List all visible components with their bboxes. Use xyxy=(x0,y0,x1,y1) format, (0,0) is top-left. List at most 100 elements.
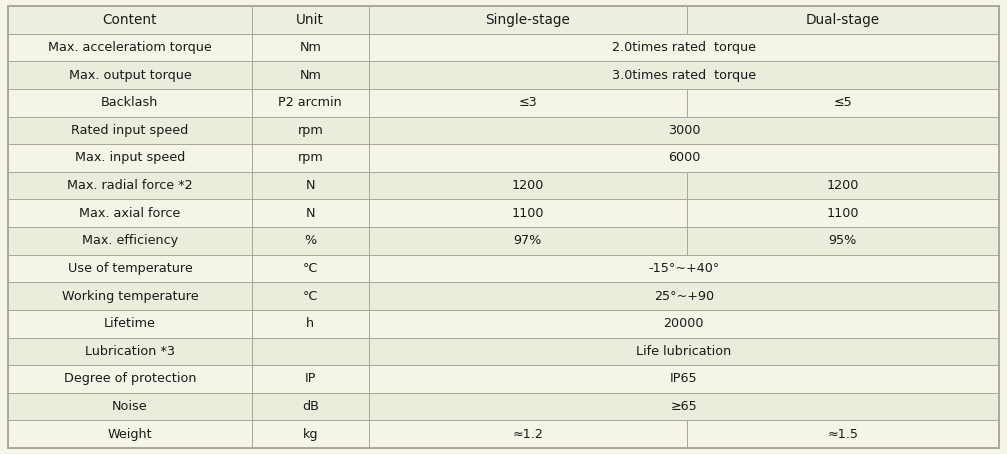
Bar xyxy=(252,89,369,117)
Text: Life lubrication: Life lubrication xyxy=(636,345,731,358)
Bar xyxy=(369,61,999,89)
Text: °C: °C xyxy=(302,290,318,302)
Bar xyxy=(252,61,369,89)
Bar xyxy=(252,365,369,393)
Bar xyxy=(252,144,369,172)
Bar xyxy=(369,117,999,144)
Bar xyxy=(252,393,369,420)
Text: 3000: 3000 xyxy=(668,124,700,137)
Bar xyxy=(8,117,252,144)
Bar xyxy=(8,420,252,448)
Bar xyxy=(369,172,687,199)
Bar xyxy=(8,310,252,337)
Bar xyxy=(252,227,369,255)
Bar xyxy=(687,420,999,448)
Bar xyxy=(8,227,252,255)
Text: Backlash: Backlash xyxy=(102,96,158,109)
Bar xyxy=(8,310,252,337)
Text: Single-stage: Single-stage xyxy=(485,13,570,27)
Bar xyxy=(8,337,252,365)
Bar xyxy=(8,365,252,393)
Bar xyxy=(687,199,999,227)
Bar xyxy=(369,255,999,282)
Text: ≈1.5: ≈1.5 xyxy=(828,428,858,441)
Bar xyxy=(687,172,999,199)
Text: Nm: Nm xyxy=(299,41,321,54)
Bar xyxy=(687,89,999,117)
Bar xyxy=(252,61,369,89)
Text: ≤5: ≤5 xyxy=(834,96,852,109)
Bar xyxy=(369,337,999,365)
Text: Lifetime: Lifetime xyxy=(104,317,156,330)
Bar xyxy=(252,6,369,34)
Text: Max. input speed: Max. input speed xyxy=(75,152,185,164)
Bar xyxy=(369,365,999,393)
Bar xyxy=(252,144,369,172)
Text: IP: IP xyxy=(304,372,316,385)
Bar xyxy=(252,172,369,199)
Bar xyxy=(252,227,369,255)
Text: Max. radial force *2: Max. radial force *2 xyxy=(67,179,192,192)
Text: ≥65: ≥65 xyxy=(671,400,697,413)
Text: 1100: 1100 xyxy=(827,207,859,220)
Bar xyxy=(8,61,252,89)
Text: 95%: 95% xyxy=(829,234,857,247)
Bar xyxy=(369,282,999,310)
Bar xyxy=(252,393,369,420)
Bar xyxy=(8,144,252,172)
Bar xyxy=(252,172,369,199)
Text: Max. acceleratiom torque: Max. acceleratiom torque xyxy=(48,41,211,54)
Text: 97%: 97% xyxy=(514,234,542,247)
Bar xyxy=(687,89,999,117)
Text: Lubrication *3: Lubrication *3 xyxy=(85,345,175,358)
Bar xyxy=(8,420,252,448)
Bar xyxy=(252,365,369,393)
Text: °C: °C xyxy=(302,262,318,275)
Text: Degree of protection: Degree of protection xyxy=(63,372,196,385)
Bar xyxy=(369,393,999,420)
Bar xyxy=(252,282,369,310)
Bar xyxy=(8,365,252,393)
Bar xyxy=(369,6,687,34)
Bar xyxy=(8,199,252,227)
Bar xyxy=(369,255,999,282)
Bar xyxy=(252,255,369,282)
Bar xyxy=(369,365,999,393)
Bar xyxy=(8,393,252,420)
Bar xyxy=(252,199,369,227)
Text: 1100: 1100 xyxy=(512,207,544,220)
Text: Unit: Unit xyxy=(296,13,324,27)
Bar xyxy=(8,255,252,282)
Bar xyxy=(687,6,999,34)
Bar xyxy=(252,282,369,310)
Bar xyxy=(252,420,369,448)
Bar xyxy=(8,117,252,144)
Bar xyxy=(369,199,687,227)
Text: 20000: 20000 xyxy=(664,317,704,330)
Bar xyxy=(252,337,369,365)
Bar xyxy=(8,89,252,117)
Bar xyxy=(8,34,252,61)
Bar xyxy=(252,420,369,448)
Bar xyxy=(369,337,999,365)
Bar xyxy=(8,282,252,310)
Bar xyxy=(369,227,687,255)
Text: Working temperature: Working temperature xyxy=(61,290,198,302)
Bar xyxy=(369,227,687,255)
Bar xyxy=(252,34,369,61)
Bar xyxy=(687,199,999,227)
Bar xyxy=(8,282,252,310)
Text: %: % xyxy=(304,234,316,247)
Bar xyxy=(369,282,999,310)
Text: IP65: IP65 xyxy=(670,372,698,385)
Bar xyxy=(8,6,252,34)
Bar xyxy=(8,89,252,117)
Text: Weight: Weight xyxy=(108,428,152,441)
Text: 25°~+90: 25°~+90 xyxy=(654,290,714,302)
Bar xyxy=(687,172,999,199)
Bar xyxy=(8,199,252,227)
Bar xyxy=(687,227,999,255)
Bar xyxy=(8,6,252,34)
Bar xyxy=(252,199,369,227)
Bar xyxy=(252,6,369,34)
